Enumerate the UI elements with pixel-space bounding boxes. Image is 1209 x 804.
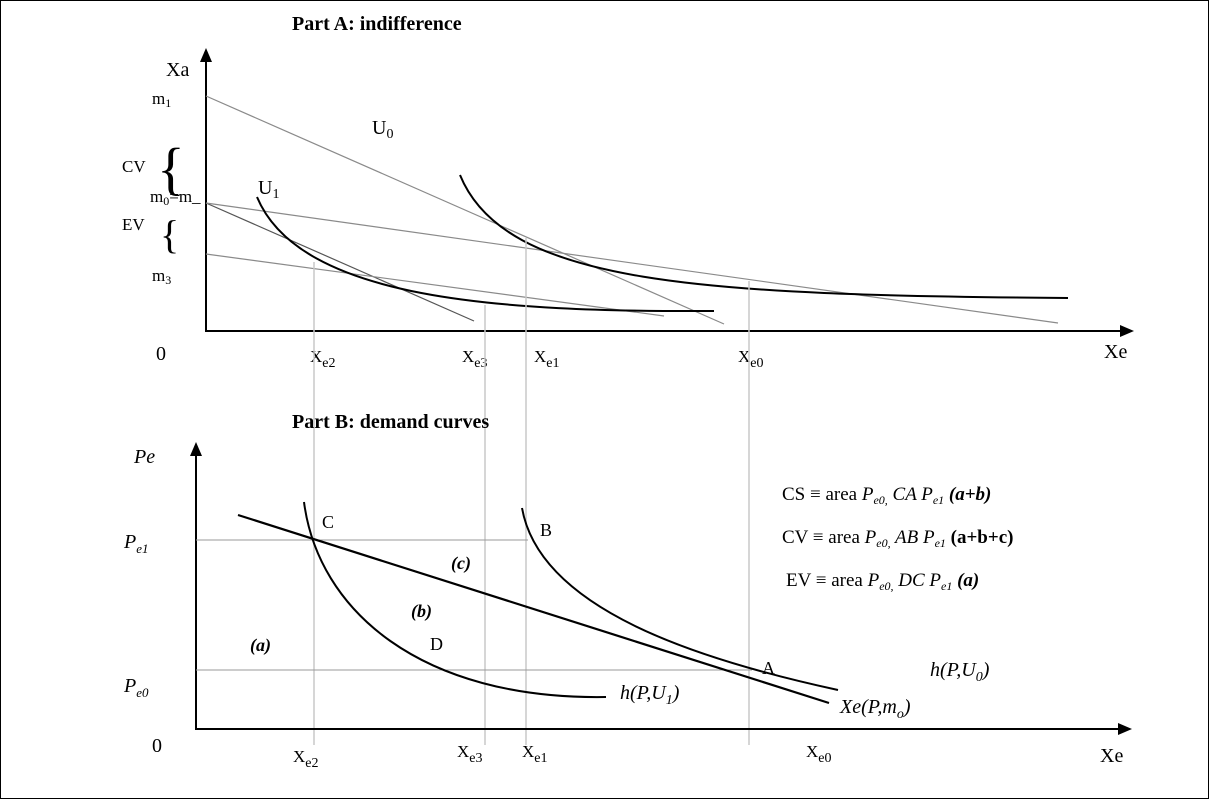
part-a-x-label: Xe bbox=[1104, 341, 1127, 363]
part-a-y-label: Xa bbox=[166, 59, 189, 81]
part-b-y-label: Pe bbox=[133, 446, 155, 468]
budget-line-m0-steep bbox=[205, 202, 475, 322]
tick-pe0: Pe0 bbox=[123, 675, 149, 700]
tick-m0: m0=m_ bbox=[150, 187, 201, 208]
demand-curve-xe bbox=[237, 513, 830, 705]
tick-pe1: Pe1 bbox=[123, 531, 149, 556]
part-a-origin: 0 bbox=[156, 343, 166, 365]
indifference-curve-u0 bbox=[459, 174, 1069, 299]
tick-m1: m1 bbox=[152, 89, 171, 110]
part-b-y-arrow bbox=[190, 442, 202, 456]
part-b-tick-xe0: Xe0 bbox=[806, 742, 832, 766]
ev-brace-label: EV bbox=[122, 215, 145, 234]
part-a-x-arrow bbox=[1120, 325, 1134, 337]
area-a: (a) bbox=[250, 635, 271, 656]
part-b-tick-xe2: Xe2 bbox=[293, 747, 319, 771]
legend: CS ≡ area Pe0, CA Pe1 (a+b) CV ≡ area Pe… bbox=[782, 484, 1013, 593]
hicksian-curve-u0 bbox=[521, 507, 839, 691]
part-a-tick-xe0: Xe0 bbox=[738, 347, 764, 371]
part-b: Part B: demand curves Pe Xe 0 Pe1 Pe0 C … bbox=[123, 411, 1132, 771]
part-b-x-label: Xe bbox=[1100, 745, 1123, 767]
part-a-tick-xe2: Xe2 bbox=[310, 347, 336, 371]
part-b-tick-xe3: Xe3 bbox=[457, 742, 483, 766]
legend-cs: CS ≡ area Pe0, CA Pe1 (a+b) bbox=[782, 484, 991, 507]
part-a: Part A: indifference Xa Xe 0 m1 m0=m_ m3… bbox=[122, 13, 1134, 371]
point-b: B bbox=[540, 520, 552, 540]
tick-m3: m3 bbox=[152, 266, 171, 287]
part-a-tick-xe3: Xe3 bbox=[462, 347, 488, 371]
budget-line-m0-flat bbox=[205, 202, 1059, 324]
part-b-x-arrow bbox=[1118, 723, 1132, 735]
curve-label-u0: U0 bbox=[372, 117, 393, 142]
point-a: A bbox=[762, 658, 775, 678]
area-c: (c) bbox=[451, 553, 471, 574]
ev-brace: { bbox=[160, 212, 179, 257]
part-b-tick-xe1: Xe1 bbox=[522, 742, 548, 766]
legend-ev: EV ≡ area Pe0, DC Pe1 (a) bbox=[786, 570, 979, 593]
part-b-origin: 0 bbox=[152, 735, 162, 757]
budget-line-m1 bbox=[205, 95, 725, 325]
point-c: C bbox=[322, 512, 334, 532]
part-a-y-arrow bbox=[200, 48, 212, 62]
point-d: D bbox=[430, 634, 443, 654]
area-b: (b) bbox=[411, 601, 432, 622]
label-h-u0: h(P,U0) bbox=[930, 659, 990, 685]
cv-brace: { bbox=[157, 136, 185, 201]
budget-line-m3 bbox=[205, 253, 665, 317]
legend-cv: CV ≡ area Pe0, AB Pe1 (a+b+c) bbox=[782, 527, 1013, 550]
part-a-title: Part A: indifference bbox=[292, 13, 462, 35]
curve-label-u1: U1 bbox=[258, 177, 279, 202]
hicksian-curve-u1 bbox=[303, 501, 607, 699]
part-a-tick-xe1: Xe1 bbox=[534, 347, 560, 371]
part-b-title: Part B: demand curves bbox=[292, 411, 489, 433]
label-xe-m0: Xe(P,mo) bbox=[839, 696, 911, 722]
label-h-u1: h(P,U1) bbox=[620, 682, 680, 708]
indifference-curve-u1 bbox=[256, 196, 715, 313]
cv-brace-label: CV bbox=[122, 157, 146, 176]
